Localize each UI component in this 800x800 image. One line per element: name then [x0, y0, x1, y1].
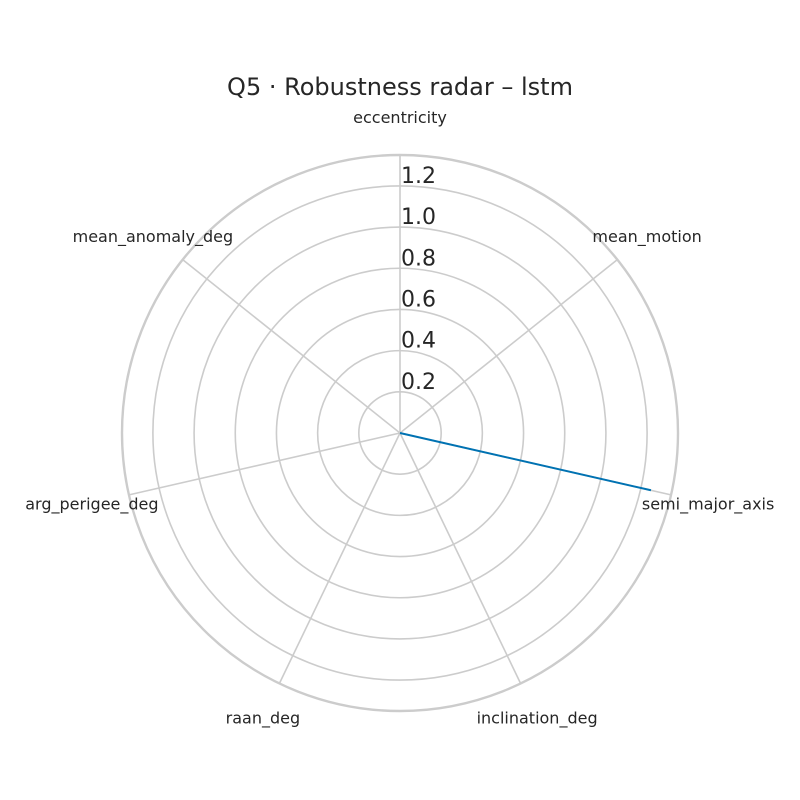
axis-label-inclination_deg: inclination_deg: [477, 709, 598, 729]
radar-series: [399, 432, 652, 492]
r-tick-label: 0.6: [401, 287, 436, 312]
axis-labels: eccentricity mean_motion semi_major_axisin…: [25, 108, 774, 729]
spoke-arg_perigee_deg: [128, 432, 401, 496]
r-tick-label: 0.4: [401, 329, 436, 354]
r-tick-label: 0.8: [401, 246, 436, 271]
spoke-inclination_deg: [399, 432, 522, 684]
chart-title: Q5 · Robustness radar – lstm: [227, 73, 573, 101]
spoke-mean_motion: [399, 259, 618, 434]
radar-grid: [120, 153, 680, 713]
radial-tick-labels: 0.2 0.4 0.6 0.8 1.0 1.2: [401, 164, 436, 395]
axis-label-mean_anomaly_deg: mean_anomaly_deg: [73, 227, 234, 247]
series-line-0: [399, 432, 652, 492]
r-tick-label: 1.2: [401, 164, 436, 189]
r-tick-label: 1.0: [401, 205, 436, 230]
r-tick-label: 0.2: [401, 370, 436, 395]
axis-label-semi_major_axis: semi_major_axis: [642, 494, 774, 514]
axis-label-mean_motion: mean_motion: [592, 227, 701, 247]
spoke-raan_deg: [278, 432, 401, 684]
axis-label-arg_perigee_deg: arg_perigee_deg: [25, 494, 158, 514]
axis-label-raan_deg: raan_deg: [226, 709, 300, 729]
axis-label-eccentricity: eccentricity: [353, 108, 447, 127]
spoke-mean_anomaly_deg: [182, 259, 401, 434]
